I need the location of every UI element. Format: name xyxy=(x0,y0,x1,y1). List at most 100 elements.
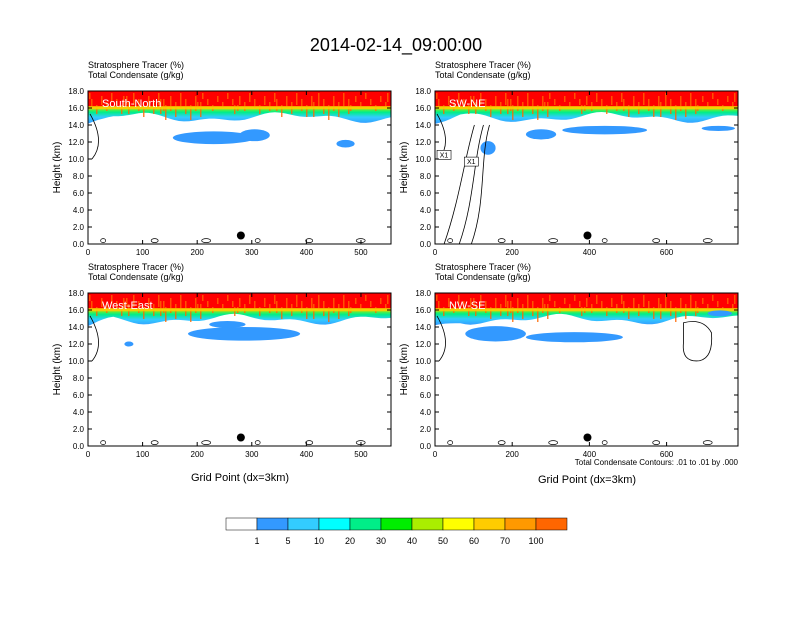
y-axis-label: Height (km) xyxy=(399,142,410,194)
contour-label: Total Condensate (g/kg) xyxy=(88,272,184,282)
colorbar-label: 100 xyxy=(528,536,543,546)
colorbar-swatch xyxy=(256,517,289,531)
y-tick-label: 0.0 xyxy=(420,240,432,249)
colorbar-label: 50 xyxy=(438,536,448,546)
condensate-contour xyxy=(100,440,107,445)
x-tick-label: 200 xyxy=(506,450,520,459)
x-tick-label: 0 xyxy=(86,450,91,459)
y-tick-label: 16.0 xyxy=(68,306,84,315)
y-tick-label: 2.0 xyxy=(73,223,85,232)
x-tick-label: 200 xyxy=(191,248,205,257)
condensate-contour xyxy=(89,315,99,362)
location-marker xyxy=(583,433,592,442)
colorbar: 1 5 10 20 30 40 50 60 70 100 xyxy=(225,517,568,546)
contour-label-tag: X1 xyxy=(467,159,476,166)
x-tick-label: 100 xyxy=(136,450,150,459)
condensate-contour xyxy=(470,124,490,244)
x-axis-label-left: Grid Point (dx=3km) xyxy=(191,472,289,484)
y-tick-label: 14.0 xyxy=(68,323,84,332)
contour-label: Total Condensate (g/kg) xyxy=(435,272,531,282)
condensate-contour xyxy=(548,238,559,243)
x-tick-label: 400 xyxy=(300,450,314,459)
contour-label: Total Condensate (g/kg) xyxy=(435,70,531,80)
condensate-contour xyxy=(305,440,314,445)
plot-frame xyxy=(87,90,392,245)
condensate-contour xyxy=(497,440,506,445)
location-marker xyxy=(236,433,245,442)
condensate-contour xyxy=(150,440,159,445)
y-tick-label: 10.0 xyxy=(68,357,84,366)
colorbar-swatch xyxy=(318,517,351,531)
colorbar-swatch xyxy=(287,517,320,531)
plot-area: West-East xyxy=(88,293,391,446)
tracer-blob xyxy=(209,321,246,328)
y-tick-label: 8.0 xyxy=(73,172,85,181)
y-tick-label: 2.0 xyxy=(420,425,432,434)
y-axis-label: Height (km) xyxy=(399,344,410,396)
tracer-blob xyxy=(525,129,557,140)
tracer-blob xyxy=(172,131,255,145)
condensate-contour xyxy=(201,238,212,243)
condensate-contour xyxy=(443,124,475,244)
y-tick-label: 8.0 xyxy=(420,172,432,181)
y-tick-label: 14.0 xyxy=(415,121,431,130)
y-tick-label: 18.0 xyxy=(415,289,431,298)
tracer-blob xyxy=(465,326,526,342)
y-tick-label: 8.0 xyxy=(73,374,85,383)
field-label: Stratosphere Tracer (%) xyxy=(435,262,531,272)
colorbar-label: 1 xyxy=(254,536,259,546)
y-tick-label: 18.0 xyxy=(68,87,84,96)
tracer-blob xyxy=(124,341,134,347)
panel-sw-ne: Stratosphere Tracer (%)Total Condensate … xyxy=(399,60,739,257)
tracer-blob xyxy=(707,310,732,317)
colorbar-label: 20 xyxy=(345,536,355,546)
panel-nw-se: Stratosphere Tracer (%)Total Condensate … xyxy=(399,262,739,459)
field-label: Stratosphere Tracer (%) xyxy=(435,60,531,70)
condensate-contour xyxy=(682,321,713,362)
contour-note: Total Condensate Contours: .01 to .01 by… xyxy=(575,458,739,467)
x-tick-label: 400 xyxy=(300,248,314,257)
plot-frame xyxy=(434,90,739,245)
y-tick-label: 0.0 xyxy=(73,442,85,451)
condensate-contour xyxy=(89,113,99,160)
y-tick-label: 16.0 xyxy=(415,104,431,113)
panel-name: SW-NE xyxy=(449,98,485,110)
plot-frame xyxy=(434,292,739,447)
contour-label: Total Condensate (g/kg) xyxy=(88,70,184,80)
tracer-blob xyxy=(239,129,270,142)
x-tick-label: 200 xyxy=(191,450,205,459)
panel-name: West-East xyxy=(102,300,153,312)
contour-label-tag: X1 xyxy=(440,152,449,159)
y-tick-label: 6.0 xyxy=(73,189,85,198)
x-tick-label: 600 xyxy=(660,450,674,459)
colorbar-swatch xyxy=(225,517,258,531)
y-tick-label: 4.0 xyxy=(73,206,85,215)
condensate-contour xyxy=(652,238,661,243)
colorbar-swatch xyxy=(349,517,382,531)
plot-frame xyxy=(87,292,392,447)
condensate-contour xyxy=(150,238,159,243)
condensate-contour xyxy=(254,238,261,243)
y-tick-label: 12.0 xyxy=(415,138,431,147)
x-axis-label-right: Grid Point (dx=3km) xyxy=(538,474,636,486)
y-tick-label: 14.0 xyxy=(415,323,431,332)
condensate-contour xyxy=(458,124,484,244)
colorbar-label: 30 xyxy=(376,536,386,546)
condensate-contour xyxy=(447,238,453,243)
tracer-blob xyxy=(701,125,735,131)
field-label: Stratosphere Tracer (%) xyxy=(88,60,184,70)
tracer-blob xyxy=(562,125,648,135)
y-tick-label: 12.0 xyxy=(415,340,431,349)
condensate-contour xyxy=(100,238,107,243)
colorbar-label: 70 xyxy=(500,536,510,546)
condensate-contour xyxy=(436,315,446,362)
x-tick-label: 200 xyxy=(506,248,520,257)
y-tick-label: 16.0 xyxy=(68,104,84,113)
condensate-contour xyxy=(548,440,559,445)
x-tick-label: 300 xyxy=(245,248,259,257)
tracer-blob xyxy=(480,141,496,155)
location-marker xyxy=(583,231,592,240)
y-tick-label: 14.0 xyxy=(68,121,84,130)
